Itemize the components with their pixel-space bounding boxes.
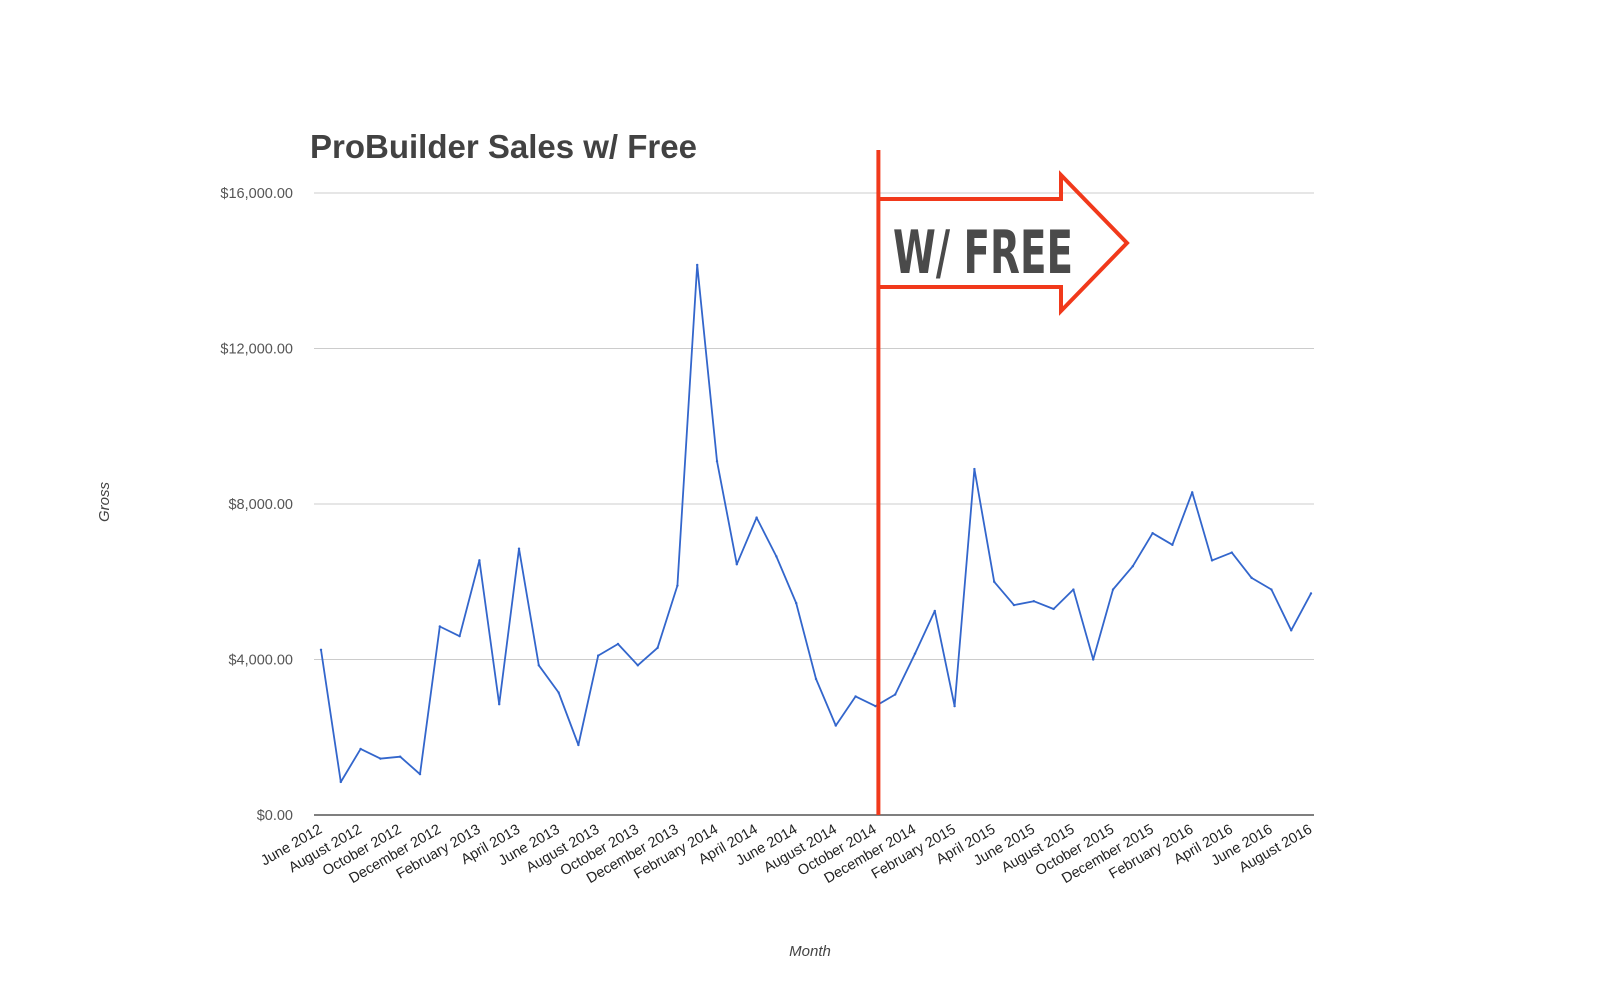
data-point: [775, 555, 778, 558]
data-point: [755, 516, 758, 519]
y-axis-ticks: $0.00 $4,000.00 $8,000.00 $12,000.00 $16,000…: [220, 186, 293, 824]
data-point: [616, 642, 620, 646]
y-tick-label: $12,000.00: [220, 342, 293, 358]
data-point: [478, 559, 481, 562]
data-point: [1270, 588, 1273, 591]
data-point: [696, 263, 699, 267]
data-point: [577, 743, 580, 747]
x-axis-label: Month: [789, 943, 831, 960]
data-point: [498, 703, 501, 706]
data-point: [676, 584, 679, 587]
data-point: [597, 654, 600, 657]
gridlines: [314, 192, 1314, 816]
data-point: [1250, 576, 1253, 580]
data-point: [458, 634, 461, 638]
data-point: [715, 460, 719, 463]
data-point: [1309, 592, 1313, 595]
data-point: [874, 704, 877, 708]
y-axis-label: Gross: [96, 482, 113, 523]
data-point: [1210, 559, 1214, 562]
data-point: [913, 652, 917, 655]
data-point: [1012, 603, 1016, 607]
y-tick-label: $0.00: [257, 808, 293, 824]
data-point: [993, 580, 996, 583]
data-point: [795, 601, 798, 605]
data-point: [953, 704, 956, 708]
data-point: [1191, 491, 1194, 494]
data-point: [1171, 543, 1174, 547]
y-tick-label: $4,000.00: [228, 653, 293, 669]
data-point: [537, 664, 540, 667]
data-point: [319, 648, 323, 651]
free-annotation-text: W/ FREE: [893, 218, 1073, 288]
data-point: [1131, 565, 1135, 568]
data-point: [894, 693, 897, 696]
data-point: [359, 747, 362, 751]
data-point: [1111, 588, 1115, 591]
data-point: [854, 695, 857, 698]
series-layer: [319, 263, 1313, 784]
data-point: [517, 547, 521, 550]
data-point: [1290, 629, 1293, 632]
data-point: [379, 757, 382, 760]
data-point: [438, 625, 441, 628]
annotation-layer: W/ FREE: [876, 150, 1130, 815]
chart-title: ProBuilder Sales w/ Free: [310, 128, 697, 165]
data-point: [1032, 599, 1036, 603]
y-tick-label: $16,000.00: [220, 186, 293, 202]
data-point: [735, 563, 738, 566]
data-point: [656, 646, 659, 650]
data-point: [1052, 607, 1055, 611]
data-point: [814, 677, 818, 681]
data-point: [834, 724, 837, 727]
data-point: [557, 691, 560, 694]
data-point: [973, 467, 976, 471]
free-arrow: [878, 170, 1130, 316]
data-point: [339, 780, 342, 784]
data-point: [418, 772, 422, 776]
data-point: [1151, 531, 1154, 535]
data-point: [636, 664, 639, 667]
y-tick-label: $8,000.00: [228, 497, 293, 513]
data-point: [1072, 588, 1075, 591]
series-line: [320, 263, 1312, 783]
data-point: [1230, 551, 1234, 554]
data-point: [399, 755, 402, 758]
data-point: [933, 609, 936, 613]
data-point: [1092, 658, 1095, 661]
